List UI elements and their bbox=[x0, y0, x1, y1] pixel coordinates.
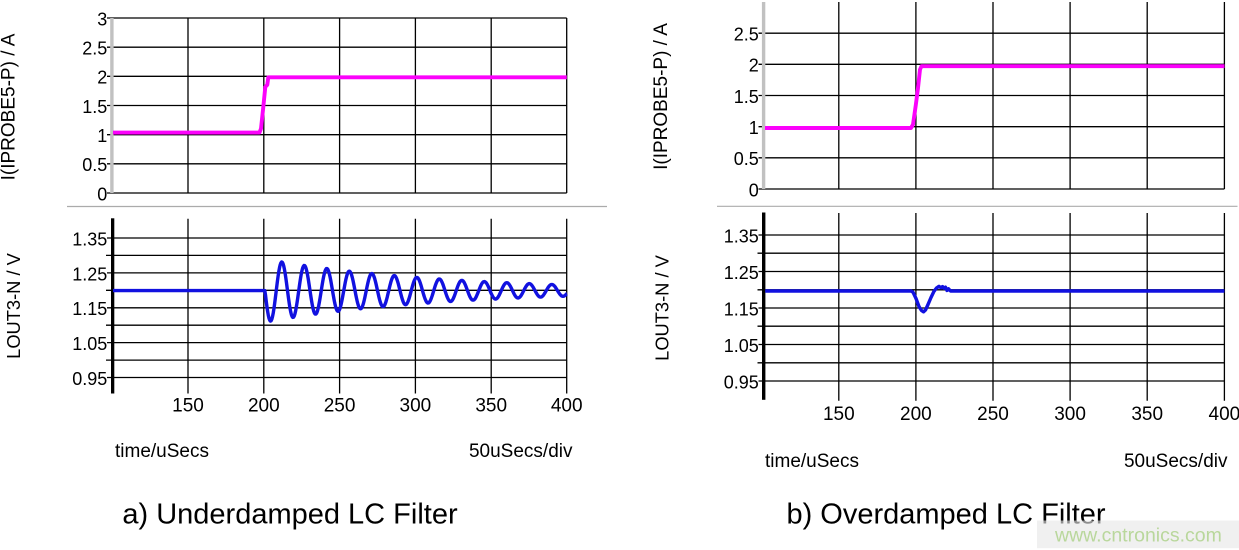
svg-text:50uSecs/div: 50uSecs/div bbox=[469, 441, 573, 462]
svg-text:1.05: 1.05 bbox=[72, 334, 107, 354]
svg-text:1.25: 1.25 bbox=[72, 264, 107, 284]
svg-text:1.15: 1.15 bbox=[72, 299, 107, 319]
svg-text:50uSecs/div: 50uSecs/div bbox=[1124, 451, 1228, 472]
svg-text:0: 0 bbox=[749, 180, 759, 200]
svg-text:2.5: 2.5 bbox=[734, 25, 759, 45]
svg-text:1.35: 1.35 bbox=[72, 229, 107, 249]
svg-text:200: 200 bbox=[248, 396, 280, 417]
svg-text:400: 400 bbox=[1209, 404, 1239, 425]
svg-text:0.5: 0.5 bbox=[82, 155, 107, 175]
svg-text:350: 350 bbox=[475, 396, 507, 417]
svg-text:0.95: 0.95 bbox=[72, 369, 107, 389]
svg-text:150: 150 bbox=[823, 404, 855, 425]
svg-text:150: 150 bbox=[172, 396, 204, 417]
svg-text:I(IPROBE5-P) / A: I(IPROBE5-P) / A bbox=[651, 23, 672, 170]
svg-text:1.25: 1.25 bbox=[724, 263, 759, 283]
svg-text:0.95: 0.95 bbox=[724, 372, 759, 392]
svg-text:250: 250 bbox=[324, 396, 356, 417]
svg-text:a) Underdamped LC Filter: a) Underdamped LC Filter bbox=[122, 499, 458, 531]
svg-text:1.15: 1.15 bbox=[724, 299, 759, 319]
svg-text:400: 400 bbox=[551, 396, 583, 417]
svg-text:www.cntronics.com: www.cntronics.com bbox=[1054, 525, 1222, 547]
svg-text:1.5: 1.5 bbox=[82, 97, 107, 117]
svg-text:350: 350 bbox=[1131, 404, 1163, 425]
svg-text:300: 300 bbox=[400, 396, 432, 417]
svg-text:I(IPROBE5-P) / A: I(IPROBE5-P) / A bbox=[0, 33, 20, 180]
svg-text:1: 1 bbox=[749, 118, 759, 138]
svg-text:3: 3 bbox=[97, 9, 107, 29]
svg-text:200: 200 bbox=[900, 404, 932, 425]
svg-text:1.05: 1.05 bbox=[724, 336, 759, 356]
svg-text:2: 2 bbox=[749, 56, 759, 76]
svg-text:1.5: 1.5 bbox=[734, 87, 759, 107]
svg-text:1.35: 1.35 bbox=[724, 226, 759, 246]
svg-text:1: 1 bbox=[97, 126, 107, 146]
svg-text:time/uSecs: time/uSecs bbox=[765, 451, 859, 472]
svg-text:300: 300 bbox=[1054, 404, 1086, 425]
svg-text:250: 250 bbox=[977, 404, 1009, 425]
svg-text:LOUT3-N / V: LOUT3-N / V bbox=[652, 254, 673, 360]
svg-text:0: 0 bbox=[97, 184, 107, 204]
svg-text:2: 2 bbox=[97, 68, 107, 88]
svg-text:0.5: 0.5 bbox=[734, 149, 759, 169]
svg-text:LOUT3-N / V: LOUT3-N / V bbox=[3, 252, 24, 358]
svg-text:2.5: 2.5 bbox=[82, 39, 107, 59]
svg-text:time/uSecs: time/uSecs bbox=[115, 441, 209, 462]
